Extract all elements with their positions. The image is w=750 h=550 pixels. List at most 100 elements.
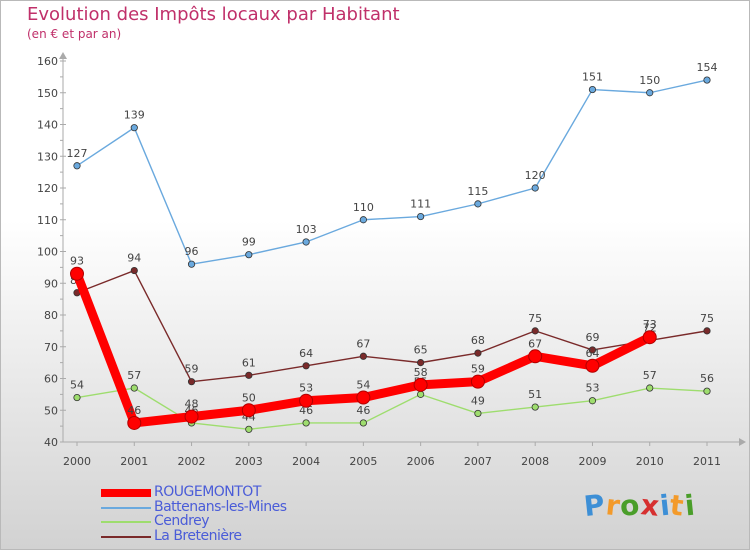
data-label: 75 — [700, 312, 714, 325]
data-point — [187, 378, 196, 386]
y-tick-label: 40 — [44, 436, 58, 449]
y-tick-label: 150 — [37, 87, 58, 100]
data-point — [127, 415, 142, 430]
data-point — [245, 371, 253, 379]
data-point — [73, 393, 81, 402]
data-point — [588, 346, 597, 354]
data-point — [302, 362, 310, 370]
data-point — [646, 89, 654, 97]
data-point — [474, 200, 482, 208]
y-tick-label: 70 — [44, 341, 58, 354]
data-label: 73 — [643, 318, 657, 331]
series-line-battenans-les-mines — [76, 79, 708, 265]
data-point — [417, 212, 425, 221]
data-point — [646, 384, 654, 392]
data-point — [642, 330, 657, 345]
x-tick-label: 2003 — [235, 455, 263, 468]
y-tick-label: 100 — [37, 246, 58, 259]
y-axis-arrow — [59, 52, 67, 59]
x-tick-label: 2005 — [349, 455, 377, 468]
data-label: 111 — [410, 198, 431, 211]
data-point — [302, 238, 310, 246]
data-point — [130, 384, 138, 392]
x-tick-label: 2004 — [292, 455, 320, 468]
data-point — [703, 387, 711, 395]
y-tick-label: 80 — [44, 309, 58, 322]
data-label: 65 — [414, 344, 428, 357]
data-label: 50 — [242, 391, 256, 404]
data-point — [241, 403, 256, 418]
data-label: 110 — [353, 201, 374, 214]
x-tick-label: 2000 — [63, 455, 91, 468]
data-label: 61 — [242, 356, 256, 369]
x-tick-label: 2007 — [464, 455, 492, 468]
data-point — [470, 374, 485, 389]
data-label: 64 — [299, 347, 313, 360]
y-tick-label: 140 — [37, 119, 58, 132]
x-tick-label: 2009 — [578, 455, 606, 468]
data-point — [588, 397, 597, 405]
data-label: 103 — [296, 223, 317, 236]
data-label: 68 — [471, 334, 485, 347]
data-label: 51 — [528, 388, 542, 401]
data-label: 49 — [471, 394, 485, 407]
data-label: 58 — [414, 366, 428, 379]
data-point — [531, 403, 539, 411]
data-label: 64 — [585, 347, 599, 360]
data-point — [245, 425, 253, 433]
data-point — [531, 327, 539, 335]
data-label: 54 — [70, 379, 84, 392]
data-label: 69 — [585, 331, 599, 344]
legend-label: La Bretenière — [154, 527, 242, 544]
y-tick-label: 90 — [44, 277, 58, 290]
data-label: 57 — [643, 369, 657, 382]
x-axis-arrow — [739, 438, 746, 446]
data-point — [474, 349, 482, 357]
x-tick-label: 2010 — [636, 455, 664, 468]
data-label: 53 — [299, 382, 313, 395]
data-point — [299, 393, 314, 408]
data-point — [359, 419, 367, 427]
data-label: 48 — [185, 398, 199, 411]
data-label: 151 — [582, 71, 603, 84]
data-point — [245, 251, 253, 259]
logo-letter: i — [682, 488, 697, 523]
data-label: 59 — [185, 363, 199, 376]
data-point — [130, 266, 138, 275]
legend-label: Cendrey — [154, 513, 210, 529]
data-point — [302, 419, 310, 427]
data-label: 99 — [242, 236, 256, 249]
x-tick-label: 2001 — [120, 455, 148, 468]
data-label: 46 — [356, 404, 370, 417]
data-label: 127 — [67, 147, 88, 160]
data-label: 154 — [697, 61, 718, 74]
y-tick-label: 120 — [37, 182, 58, 195]
x-tick-label: 2006 — [407, 455, 435, 468]
data-point — [359, 352, 367, 360]
data-label: 120 — [525, 169, 546, 182]
proxiti-logo: Proxiti — [582, 488, 697, 523]
legend-swatch — [101, 489, 151, 497]
y-tick-label: 50 — [44, 404, 58, 417]
data-point — [356, 390, 371, 405]
data-point — [73, 162, 81, 170]
y-tick-label: 110 — [37, 214, 58, 227]
data-point — [413, 377, 428, 392]
data-label: 57 — [127, 369, 141, 382]
data-label: 46 — [127, 404, 141, 417]
data-point — [703, 327, 711, 335]
data-point — [417, 390, 425, 398]
data-label: 72 — [643, 321, 657, 334]
data-point — [588, 85, 597, 94]
legend-label: ROUGEMONTOT — [154, 484, 261, 500]
data-label: 53 — [585, 382, 599, 395]
data-label: 150 — [639, 74, 660, 87]
x-tick-label: 2008 — [521, 455, 549, 468]
data-label: 139 — [124, 109, 145, 122]
legend-swatch — [101, 521, 151, 523]
data-point — [187, 260, 196, 268]
x-tick-label: 2002 — [178, 455, 206, 468]
data-point — [474, 409, 482, 418]
